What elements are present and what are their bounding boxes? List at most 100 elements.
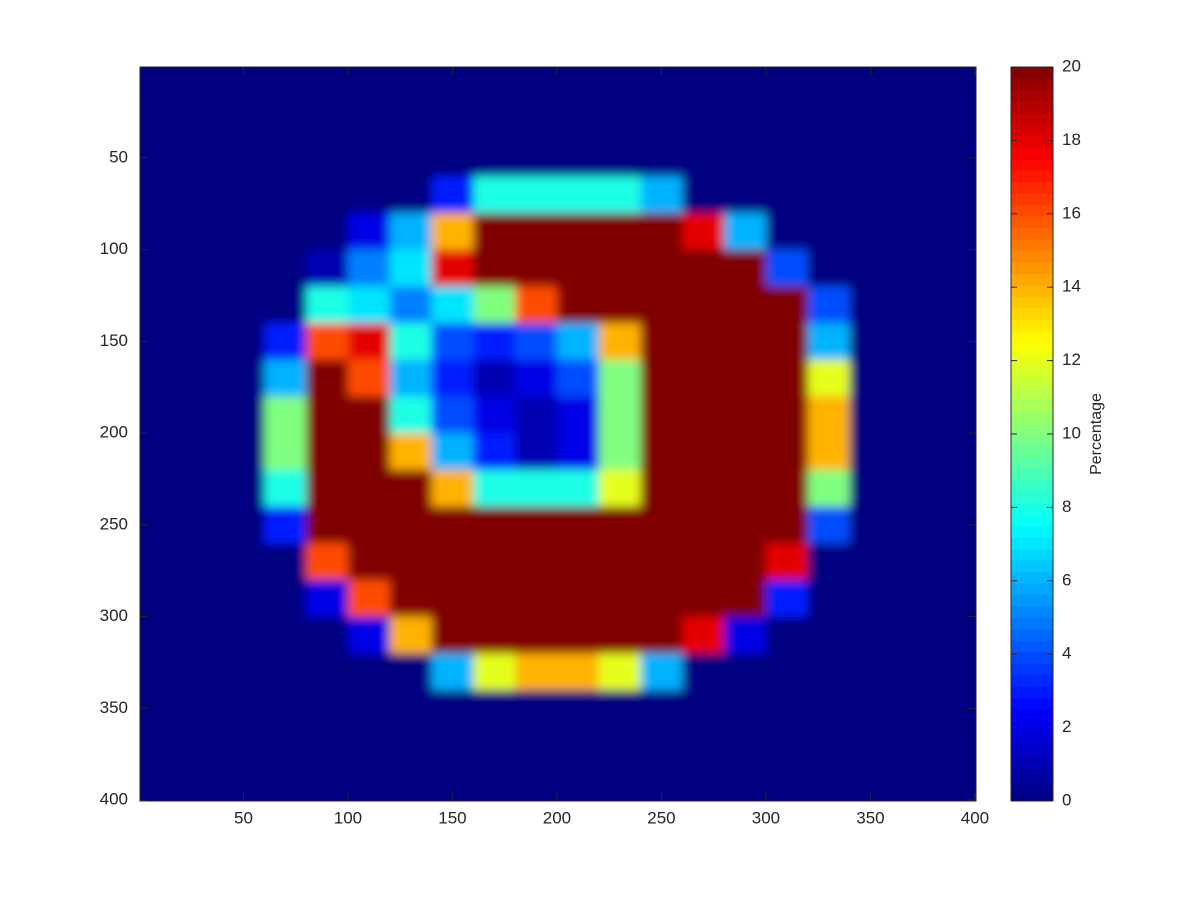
colorbar-band	[1011, 376, 1053, 389]
y-tick-label: 150	[100, 331, 128, 350]
heat-cell	[140, 67, 182, 104]
heat-cell	[515, 433, 558, 471]
heat-cell	[264, 176, 307, 214]
colorbar-band	[1011, 342, 1053, 355]
colorbar-band	[1011, 697, 1053, 710]
heat-cell	[389, 579, 433, 618]
heat-cell	[389, 286, 433, 324]
heat-cell	[682, 67, 725, 104]
heat-cell	[933, 433, 976, 471]
heat-cell	[473, 616, 516, 654]
heat-cell	[140, 763, 182, 801]
colorbar-tick-label: 14	[1062, 277, 1081, 296]
heat-cell	[891, 286, 934, 324]
heat-cell	[640, 579, 683, 618]
heat-cell	[765, 396, 809, 434]
annotations: 50 100 150 200 250 300 350 40050100150200250300…	[100, 56, 1081, 827]
colorbar-band	[1011, 560, 1053, 573]
heat-cell	[473, 322, 516, 361]
colorbar-band	[1011, 353, 1053, 366]
colorbar-band	[1011, 456, 1053, 469]
heat-cell	[598, 543, 642, 581]
heat-cell	[765, 579, 809, 618]
heat-cell	[180, 102, 224, 141]
heat-cell	[515, 286, 558, 324]
heat-cell	[765, 359, 809, 397]
heat-cell	[389, 506, 433, 544]
heat-cell	[640, 616, 683, 654]
heat-cell	[515, 763, 558, 801]
colorbar-band	[1011, 709, 1053, 722]
heat-cell	[347, 579, 391, 618]
heat-cell	[598, 67, 642, 104]
heat-cell	[640, 726, 683, 764]
x-tick-label: 400	[961, 808, 989, 827]
heat-cell	[306, 249, 349, 287]
heat-cell	[807, 322, 851, 361]
colorbar-band	[1011, 422, 1053, 435]
heat-cell	[515, 322, 558, 361]
heat-cell	[682, 469, 725, 508]
x-tick-label: 250	[647, 808, 675, 827]
heat-cell	[140, 726, 182, 764]
heat-cell	[849, 726, 892, 764]
heat-cell	[515, 653, 558, 691]
heat-cell	[389, 433, 433, 471]
heat-cell	[682, 249, 725, 287]
heat-cell	[933, 359, 976, 397]
heat-cell	[849, 176, 892, 214]
colorbar-band	[1011, 663, 1053, 676]
y-tick-label: 50	[109, 147, 128, 166]
heat-cell	[347, 689, 391, 728]
heat-cell	[140, 176, 182, 214]
colorbar-band	[1011, 778, 1053, 791]
heat-cell	[807, 543, 851, 581]
heat-cell	[724, 469, 767, 508]
heat-cell	[222, 176, 265, 214]
heat-cell	[849, 359, 892, 397]
heat-cell	[598, 139, 642, 177]
heat-cell	[140, 396, 182, 434]
heat-cell	[765, 469, 809, 508]
heat-cell	[222, 616, 265, 654]
heat-cell	[389, 139, 433, 177]
heat-cell	[640, 469, 683, 508]
heat-cell	[765, 506, 809, 544]
colorbar-band	[1011, 250, 1053, 263]
y-tick-label: 300	[100, 606, 128, 625]
heat-cell	[765, 286, 809, 324]
colorbar-tick-label: 10	[1062, 423, 1081, 442]
heat-cell	[598, 359, 642, 397]
heat-cell	[933, 67, 976, 104]
heat-cell	[222, 322, 265, 361]
heat-cell	[933, 763, 976, 801]
heat-cell	[389, 469, 433, 508]
heat-cell	[724, 763, 767, 801]
heat-cell	[180, 286, 224, 324]
colorbar-band	[1011, 296, 1053, 309]
heat-cell	[431, 286, 474, 324]
heat-cell	[306, 286, 349, 324]
heat-cell	[473, 763, 516, 801]
heat-cell	[682, 433, 725, 471]
heat-cell	[724, 506, 767, 544]
heat-cell	[640, 359, 683, 397]
heat-cell	[389, 249, 433, 287]
colorbar-tick-label: 12	[1062, 350, 1081, 369]
heat-cell	[556, 616, 600, 654]
heat-cell	[431, 212, 474, 251]
heat-cell	[933, 726, 976, 764]
heat-cell	[389, 176, 433, 214]
heat-cell	[431, 469, 474, 508]
heat-cell	[222, 653, 265, 691]
colorbar-band	[1011, 261, 1053, 274]
heat-cell	[682, 286, 725, 324]
heat-cell	[140, 359, 182, 397]
heat-cell	[849, 579, 892, 618]
heat-cell	[140, 579, 182, 618]
heat-cell	[891, 763, 934, 801]
heat-cell	[891, 67, 934, 104]
heat-cell	[389, 726, 433, 764]
heat-cell	[264, 653, 307, 691]
